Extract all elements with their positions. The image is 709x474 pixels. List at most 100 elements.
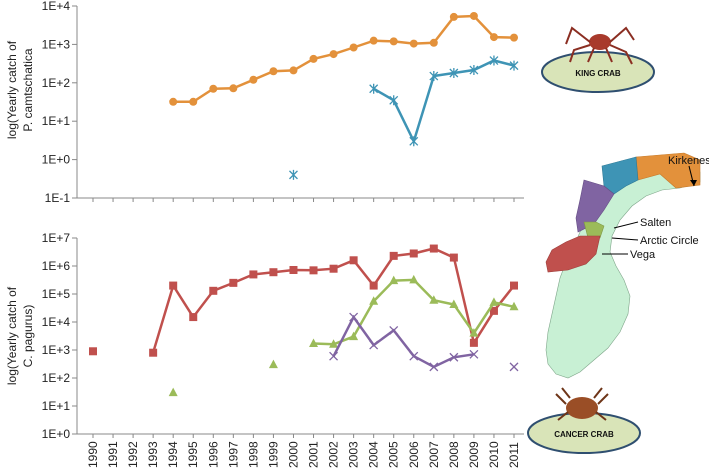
map-region-orange bbox=[635, 152, 701, 189]
cancer-crab-series-2-point bbox=[509, 362, 519, 372]
king-crab-series bbox=[169, 11, 519, 180]
king-crab-series-1-line bbox=[373, 59, 515, 145]
cancer-crab-series-1-point bbox=[268, 359, 278, 369]
king-crab-axes: 1E-1 1E+0 1E+1 1E+2 1E+3 1E+4 bbox=[42, 0, 524, 205]
cancer-crab-series-1-point bbox=[509, 301, 519, 311]
cancer-crab-ytick-label: 1E+1 bbox=[42, 399, 71, 413]
x-tick-label: 1992 bbox=[126, 441, 140, 468]
cancer-crab-series-0-point bbox=[489, 306, 498, 315]
king-crab-series-0-point bbox=[429, 38, 438, 47]
cancer-crab-series-1-point bbox=[489, 297, 499, 306]
cancer-crab-series-2-point bbox=[469, 349, 479, 359]
cancer-crab-series-1-point bbox=[369, 296, 379, 305]
cancer-crab-ytick-label: 1E+4 bbox=[42, 315, 71, 329]
king-crab-ylabel-line2: P. camtschatica bbox=[21, 48, 35, 131]
cancer-crab-series-0-point bbox=[510, 281, 518, 290]
cancer-crab-series-2-point bbox=[449, 352, 459, 362]
cancer-crab-series-2-line bbox=[332, 314, 475, 369]
x-tick-label: 2005 bbox=[387, 441, 401, 468]
cancer-crab-series-0-point bbox=[349, 256, 358, 265]
king-crab-series-0-point bbox=[510, 33, 518, 42]
x-tick-label: 1998 bbox=[246, 441, 260, 468]
king-crab-series-0-point bbox=[209, 84, 218, 93]
cancer-crab-series-0-point bbox=[149, 348, 158, 357]
cancer-crab-series-2-point bbox=[369, 340, 379, 350]
map-label-vega: Vega bbox=[630, 249, 656, 261]
king-crab-series-0-point bbox=[249, 75, 258, 84]
cancer-crab-series-0-point bbox=[409, 249, 418, 258]
cancer-crab-ylabel-line2: C. pagurus) bbox=[21, 305, 35, 368]
cancer-crab-series-1-point bbox=[168, 387, 178, 397]
cancer-crab-ytick-label: 1E+7 bbox=[42, 231, 71, 245]
cancer-crab-series-2-point bbox=[409, 351, 419, 361]
x-tick-label: 2009 bbox=[467, 441, 481, 468]
cancer-crab-series-0-point bbox=[249, 270, 258, 279]
cancer-crab-series-0-point bbox=[229, 278, 238, 287]
x-tick-label: 2002 bbox=[327, 441, 341, 468]
x-tick-label: 1995 bbox=[186, 441, 200, 468]
x-tick-label: 2006 bbox=[407, 441, 421, 468]
x-tick-label: 2008 bbox=[447, 441, 461, 468]
x-tick-label: 2000 bbox=[286, 441, 300, 468]
cancer-crab-series-0-point bbox=[429, 244, 438, 253]
king-crab-series-1-point bbox=[289, 169, 298, 180]
king-crab-series-0-point bbox=[349, 43, 358, 52]
norway-coast-map: Kirkenes Salten Arctic Circle Vega bbox=[545, 152, 709, 379]
king-crab-ytick-label: 1E+2 bbox=[42, 76, 71, 90]
map-label-arctic-circle: Arctic Circle bbox=[640, 235, 699, 247]
king-crab-series-0-point bbox=[389, 37, 398, 46]
king-crab-badge: KING CRAB bbox=[541, 26, 655, 93]
king-crab-series-0-point bbox=[289, 66, 298, 75]
map-label-kirkenes: Kirkenes bbox=[668, 155, 709, 167]
king-crab-ylabel-line1: log(Yearly catch of bbox=[5, 40, 19, 139]
king-crab-badge-label: KING CRAB bbox=[575, 69, 621, 78]
x-tick-label: 2003 bbox=[347, 441, 361, 468]
king-crab-series-0-line bbox=[173, 14, 515, 104]
cancer-crab-series-0-point bbox=[309, 266, 318, 275]
cancer-crab-ytick-label: 1E+2 bbox=[42, 371, 71, 385]
cancer-crab-series-1-point bbox=[329, 339, 339, 348]
x-tick-label: 2011 bbox=[507, 442, 521, 468]
king-crab-ytick-label: 1E+4 bbox=[42, 0, 71, 13]
cancer-crab-series-0-point bbox=[449, 253, 458, 262]
cancer-crab-series-2-point bbox=[329, 351, 339, 361]
x-tick-label: 1997 bbox=[226, 441, 240, 468]
x-tick-label: 2010 bbox=[487, 441, 501, 468]
map-label-salten: Salten bbox=[640, 217, 671, 229]
cancer-crab-series-1-point bbox=[309, 338, 319, 348]
x-tick-label: 1993 bbox=[146, 441, 160, 468]
cancer-crab-ytick-label: 1E+5 bbox=[42, 287, 71, 301]
cancer-crab-series-2-point bbox=[389, 325, 399, 335]
cancer-crab-ylabel-line1: log(Yearly catch of bbox=[5, 286, 19, 385]
map-land bbox=[545, 167, 701, 379]
king-crab-series-0-point bbox=[189, 97, 198, 106]
cancer-crab-series-0-point bbox=[469, 338, 478, 347]
king-crab-series-0-point bbox=[489, 33, 498, 42]
king-crab-series-1-point bbox=[369, 83, 379, 94]
cancer-crab-series-0-point bbox=[189, 313, 198, 322]
king-crab-ytick-label: 1E+0 bbox=[42, 153, 71, 167]
king-crab-ytick-label: 1E+1 bbox=[42, 114, 71, 128]
king-crab-series-0-point bbox=[369, 36, 378, 45]
cancer-crab-series-1-point bbox=[429, 295, 439, 304]
cancer-crab-series-1-point bbox=[389, 275, 399, 285]
king-crab-series-0-point bbox=[309, 54, 318, 63]
cancer-crab-series-0-point bbox=[289, 265, 298, 274]
cancer-crab-badge-label: CANCER CRAB bbox=[554, 430, 614, 439]
king-crab-series-1-point bbox=[509, 60, 519, 71]
king-crab-series-1-point bbox=[469, 65, 479, 76]
cancer-crab-series-1-point bbox=[409, 274, 419, 284]
cancer-crab-series-1-point bbox=[449, 299, 459, 309]
map-region-red bbox=[545, 235, 601, 273]
cancer-crab-ytick-label: 1E+0 bbox=[42, 427, 71, 441]
king-crab-series-0-point bbox=[269, 67, 278, 76]
x-tick-label: 1999 bbox=[266, 441, 280, 468]
king-crab-series-0-point bbox=[469, 11, 478, 20]
x-tick-label: 1996 bbox=[206, 441, 220, 468]
x-tick-label: 2001 bbox=[307, 441, 321, 468]
king-crab-series-1-point bbox=[409, 136, 419, 147]
king-crab-ytick-label: 1E-1 bbox=[45, 191, 71, 205]
king-crab-series-0-point bbox=[409, 39, 418, 48]
